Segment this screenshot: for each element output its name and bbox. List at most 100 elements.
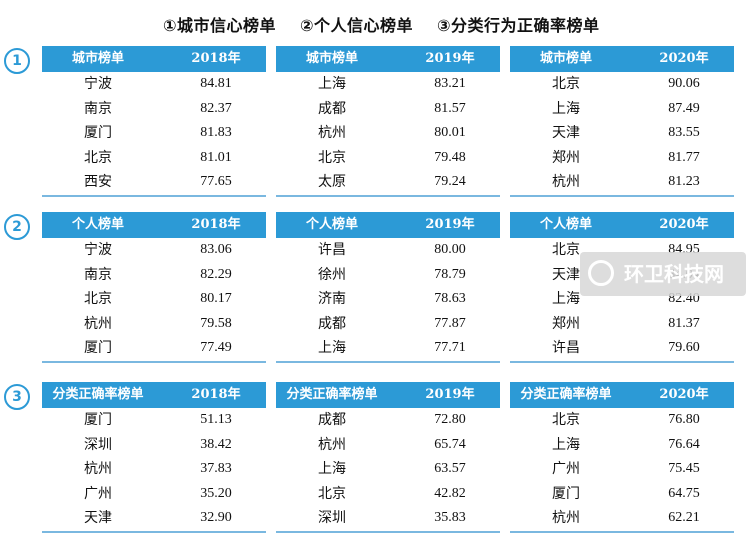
table-row: 杭州 62.21 (510, 506, 734, 531)
table-row: 南京 82.29 (42, 263, 266, 288)
table-row: 杭州 65.74 (276, 433, 500, 458)
table-row: 杭州 80.01 (276, 121, 500, 146)
table-row: 厦门 77.49 (42, 336, 266, 361)
score-value: 63.57 (434, 461, 466, 477)
table-row: 广州 75.45 (510, 457, 734, 482)
table-header: 个人榜单 2020年 (510, 212, 734, 238)
score-value: 75.45 (668, 461, 700, 477)
table-bottom-rule (510, 194, 734, 197)
table-bottom-rule (276, 194, 500, 197)
score-value: 80.17 (200, 291, 232, 307)
city-name: 厦门 (84, 340, 112, 357)
table-header-year: 2019年 (425, 51, 475, 66)
city-name: 上海 (318, 340, 346, 357)
city-name: 成都 (318, 315, 346, 332)
city-name: 杭州 (552, 510, 580, 527)
table-row: 北京 80.17 (42, 287, 266, 312)
table-row: 北京 42.82 (276, 482, 500, 507)
table-header-label: 分类正确率榜单 (520, 387, 612, 402)
city-name: 上海 (552, 100, 580, 117)
city-name: 天津 (84, 510, 112, 527)
table-header-year: 2018年 (191, 387, 241, 402)
table-row: 南京 82.37 (42, 97, 266, 122)
score-value: 77.71 (434, 340, 466, 356)
table-header-year: 2019年 (425, 387, 475, 402)
city-name: 上海 (318, 461, 346, 478)
city-name: 上海 (318, 76, 346, 92)
table-header-label: 个人榜单 (539, 217, 592, 232)
ranking-table: 个人榜单 2018年 宁波 83.06 南京 82.29 北京 80.17 杭州 79.58 厦门 7… (42, 212, 266, 363)
city-name: 杭州 (318, 125, 346, 142)
section-number-1: 1 (4, 48, 30, 74)
score-value: 80.01 (434, 125, 466, 141)
city-name: 北京 (84, 149, 112, 166)
city-name: 西安 (84, 174, 112, 191)
score-value: 35.20 (200, 485, 232, 501)
table-row: 宁波 84.81 (42, 72, 266, 97)
table-row: 杭州 81.23 (510, 170, 734, 195)
table-row: 广州 35.20 (42, 482, 266, 507)
table-row: 上海 63.57 (276, 457, 500, 482)
table-row: 深圳 35.83 (276, 506, 500, 531)
table-row: 杭州 37.83 (42, 457, 266, 482)
table-row: 西安 77.65 (42, 170, 266, 195)
table-header: 城市榜单 2019年 (276, 46, 500, 72)
score-value: 78.79 (434, 266, 466, 282)
table-header-label: 城市榜单 (71, 51, 124, 66)
city-name: 太原 (318, 174, 346, 191)
score-value: 79.58 (200, 315, 232, 331)
city-name: 徐州 (318, 266, 346, 283)
table-header-label: 个人榜单 (305, 217, 358, 232)
table-header-year: 2018年 (191, 51, 241, 66)
table-row: 徐州 78.79 (276, 263, 500, 288)
table-row: 成都 72.80 (276, 408, 500, 433)
table-row: 北京 79.48 (276, 146, 500, 171)
city-name: 北京 (318, 485, 346, 502)
table-header-year: 2020年 (659, 217, 709, 232)
table-row: 天津 83.55 (510, 121, 734, 146)
score-value: 83.55 (668, 125, 700, 141)
table-header: 城市榜单 2018年 (42, 46, 266, 72)
table-row: 杭州 79.58 (42, 312, 266, 337)
ranking-table: 城市榜单 2019年 上海 83.21 成都 81.57 杭州 80.01 北京 79.48 太原 7… (276, 46, 500, 197)
city-name: 深圳 (84, 436, 112, 453)
score-value: 64.75 (668, 485, 700, 501)
table-row: 上海 83.21 (276, 72, 500, 97)
table-row: 上海 77.71 (276, 336, 500, 361)
score-value: 79.60 (668, 340, 700, 356)
table-row: 许昌 79.60 (510, 336, 734, 361)
score-value: 76.80 (668, 412, 700, 427)
score-value: 62.21 (668, 510, 700, 526)
table-header-year: 2019年 (425, 217, 475, 232)
legend-item-sorting: ③分类行为正确率榜单 (437, 16, 600, 35)
score-value: 83.21 (434, 76, 466, 91)
score-value: 82.37 (200, 100, 232, 116)
city-name: 厦门 (84, 412, 112, 428)
score-value: 32.90 (200, 510, 232, 526)
score-value: 90.06 (668, 76, 700, 91)
city-name: 成都 (318, 412, 346, 428)
score-value: 79.24 (434, 174, 466, 190)
table-header-year: 2018年 (191, 217, 241, 232)
ranking-table: 分类正确率榜单 2018年 厦门 51.13 深圳 38.42 杭州 37.83 广州 35.20… (42, 382, 266, 533)
city-name: 上海 (552, 436, 580, 453)
legend-item-personal: ②个人信心榜单 (300, 16, 414, 35)
table-row: 上海 76.64 (510, 433, 734, 458)
table-row: 宁波 83.06 (42, 238, 266, 263)
score-value: 65.74 (434, 436, 466, 452)
city-name: 北京 (552, 76, 580, 92)
table-header: 个人榜单 2018年 (42, 212, 266, 238)
city-name: 杭州 (552, 174, 580, 191)
score-value: 77.87 (434, 315, 466, 331)
city-name: 许昌 (552, 340, 580, 357)
score-value: 82.29 (200, 266, 232, 282)
table-header: 个人榜单 2019年 (276, 212, 500, 238)
table-header-label: 城市榜单 (539, 51, 592, 66)
table-row: 郑州 81.77 (510, 146, 734, 171)
city-name: 杭州 (84, 315, 112, 332)
score-value: 78.63 (434, 291, 466, 307)
table-bottom-rule (276, 530, 500, 533)
table-header: 分类正确率榜单 2019年 (276, 382, 500, 408)
city-name: 杭州 (84, 461, 112, 478)
table-row: 上海 87.49 (510, 97, 734, 122)
